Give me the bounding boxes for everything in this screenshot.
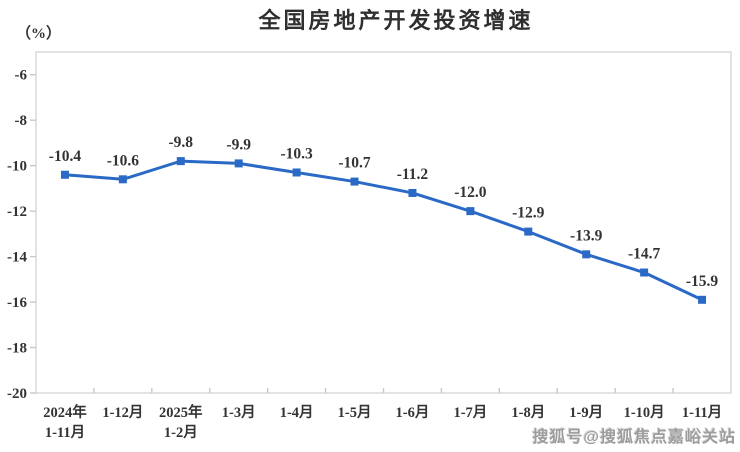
data-point-label: -12.0 <box>454 184 487 201</box>
y-axis-unit-label: （%） <box>16 26 62 42</box>
y-axis-tick-label: -8 <box>15 113 28 129</box>
x-axis-category-label: 1-6月 <box>396 404 430 421</box>
x-axis-category-label: 2024年 <box>43 403 87 421</box>
data-point-marker <box>350 177 359 186</box>
y-axis-tick-label: -16 <box>7 295 27 311</box>
data-point-label: -11.2 <box>397 166 429 183</box>
data-point-marker <box>640 268 649 277</box>
x-axis-category-label: 1-10月 <box>624 404 665 421</box>
data-point-label: -14.7 <box>628 246 661 263</box>
x-axis-category-label: 1-8月 <box>511 404 545 421</box>
data-point-marker <box>234 159 243 168</box>
data-point-marker <box>292 168 301 177</box>
data-point-label: -10.7 <box>338 155 371 172</box>
data-point-marker <box>698 295 707 304</box>
trend-line <box>63 159 704 302</box>
chart-title: 全国房地产开发投资增速 <box>258 8 534 33</box>
x-axis-category-label: 1-2月 <box>164 424 198 441</box>
data-point-label: -10.3 <box>280 145 313 162</box>
data-point-marker <box>176 157 185 166</box>
data-point-label: -13.9 <box>570 227 603 244</box>
watermark: 搜狐号@搜狐焦点嘉峪关站 <box>532 429 736 446</box>
data-point-marker <box>524 227 533 236</box>
y-axis-tick-label: -10 <box>7 159 27 175</box>
x-axis-category-label: 1-4月 <box>280 404 314 421</box>
data-point-label: -12.9 <box>512 205 545 222</box>
y-axis-tick-label: -18 <box>7 341 27 357</box>
data-point-marker <box>408 188 417 197</box>
x-axis-category-label: 1-3月 <box>222 404 256 421</box>
data-point-label: -15.9 <box>686 273 719 290</box>
data-point-marker <box>60 170 69 179</box>
data-point-marker <box>118 175 127 184</box>
x-axis-category-label: 2025年 <box>159 403 203 421</box>
x-axis-category-label: 1-12月 <box>102 404 143 421</box>
x-axis-category-label: 1-11月 <box>45 424 85 441</box>
data-point-marker <box>466 207 475 216</box>
data-point-label: -9.9 <box>226 136 251 153</box>
y-axis-tick-label: -6 <box>15 68 28 84</box>
plot-border <box>35 51 732 394</box>
x-axis-category-label: 1-11月 <box>682 404 722 421</box>
data-point-marker <box>582 250 591 259</box>
data-point-label: -9.8 <box>169 134 194 151</box>
y-axis-tick-label: -14 <box>7 250 27 266</box>
y-axis-tick-label: -20 <box>7 386 27 402</box>
y-axis-tick-label: -12 <box>7 204 27 220</box>
data-point-label: -10.6 <box>107 152 140 169</box>
x-axis-category-label: 1-7月 <box>453 404 487 421</box>
x-axis-category-label: 1-5月 <box>338 404 372 421</box>
data-point-label: -10.4 <box>49 148 82 165</box>
x-axis-category-label: 1-9月 <box>569 404 603 421</box>
